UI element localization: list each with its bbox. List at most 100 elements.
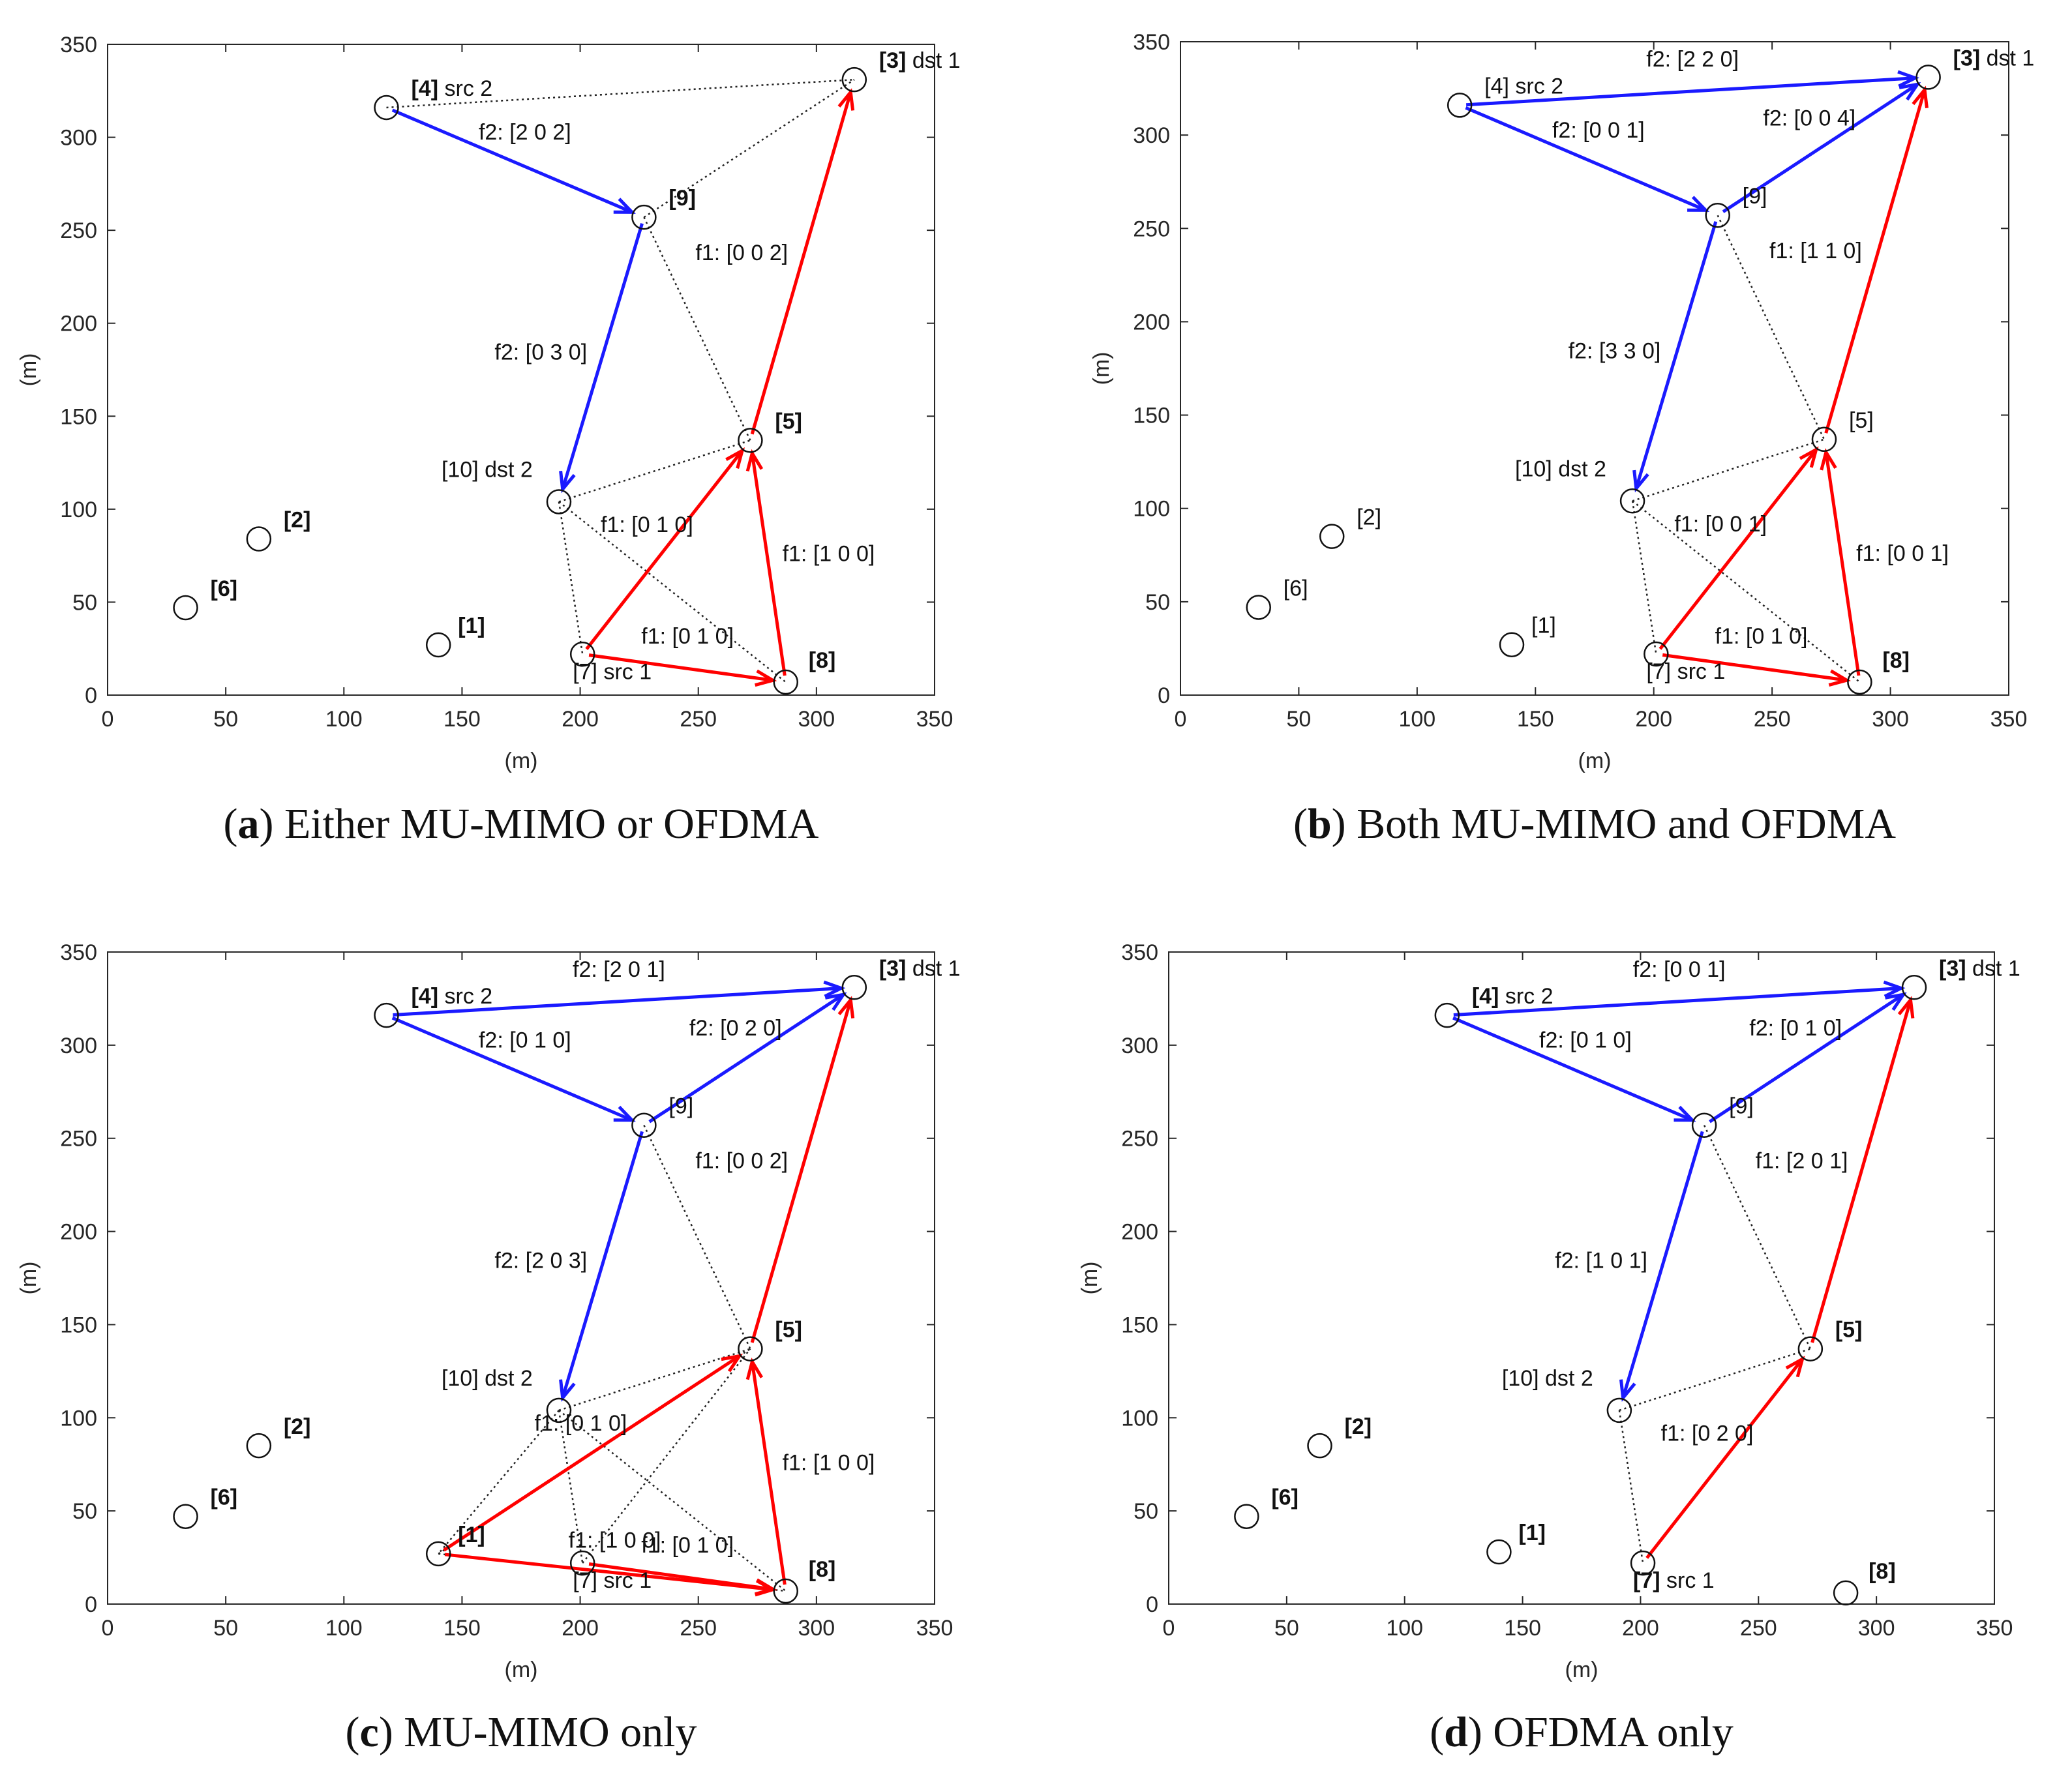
- link-dotted: [1632, 500, 1861, 683]
- edge-label: f1: [0 1 0]: [641, 624, 734, 649]
- edge-label: f2: [3 3 0]: [1569, 338, 1661, 363]
- flow-arrow-f2: [561, 223, 644, 490]
- edge-label: f2: [0 0 4]: [1763, 106, 1855, 131]
- node-marker: [631, 204, 657, 230]
- node-marker: [1630, 1550, 1656, 1576]
- node-label: [9]: [1729, 1094, 1754, 1119]
- y-tick-label: 300: [1121, 1034, 1158, 1058]
- link-dotted: [558, 439, 751, 503]
- edge-label: f2: [2 0 3]: [494, 1248, 587, 1273]
- node-marker: [1644, 641, 1669, 667]
- y-tick-label: 50: [72, 1499, 97, 1524]
- x-tick-label: 350: [1976, 1616, 2013, 1641]
- node-label: [9]: [1743, 184, 1767, 209]
- x-tick-label: 50: [1274, 1616, 1299, 1641]
- x-tick-label: 300: [798, 707, 835, 732]
- y-tick-label: 0: [1158, 683, 1170, 708]
- flow-arrow-f2-head: [824, 992, 847, 1011]
- flow-arrow-f2-head: [1687, 196, 1710, 212]
- edge-label: f2: [0 1 0]: [1539, 1028, 1632, 1052]
- y-tick-label: 300: [60, 126, 97, 151]
- x-tick-label: 200: [562, 1616, 599, 1641]
- flow-arrow-f2: [1709, 993, 1904, 1124]
- flow-arrow-f1-head: [1897, 996, 1915, 1019]
- flow-arrow-f2-head: [1883, 980, 1906, 998]
- x-tick-label: 150: [443, 707, 481, 732]
- flow-arrow-f2-head: [1619, 1379, 1636, 1402]
- flow-arrow-f2: [393, 986, 842, 1017]
- y-tick-label: 150: [60, 404, 97, 429]
- plot-frame: [1168, 951, 1995, 1605]
- edge-label: f1: [0 0 1]: [1856, 541, 1949, 566]
- node-marker: [1811, 426, 1837, 453]
- x-tick-label: 350: [1990, 707, 2028, 732]
- node-label: [4] src 2: [411, 984, 492, 1009]
- x-tick-label: 50: [213, 1616, 238, 1641]
- y-tick-label: 250: [60, 218, 97, 243]
- flow-arrow-f2: [648, 993, 845, 1124]
- flow-arrow-f2-head: [559, 1379, 576, 1402]
- y-axis-label: (m): [1077, 1262, 1102, 1295]
- node-marker: [374, 1002, 399, 1028]
- node-label: [1]: [1518, 1521, 1546, 1545]
- node-marker: [631, 1112, 657, 1138]
- flow-arrow-f2-head: [1885, 992, 1907, 1011]
- flow-arrow-f2-head: [613, 1105, 636, 1122]
- flow-arrow-f1-head: [1785, 1356, 1805, 1378]
- edge-label: f1: [1 1 0]: [1769, 239, 1862, 263]
- link-dotted: [1631, 501, 1657, 655]
- flow-arrow-f1-head: [1799, 446, 1819, 468]
- edge-label: f2: [2 2 0]: [1646, 47, 1739, 72]
- x-tick-label: 300: [1872, 707, 1909, 732]
- node-marker: [773, 669, 799, 695]
- flow-arrow-f2: [1465, 106, 1707, 212]
- y-tick-label: 50: [1134, 1499, 1158, 1524]
- flow-arrow-f2: [1621, 1131, 1704, 1399]
- node-marker: [246, 526, 272, 552]
- node-label: [6]: [211, 576, 238, 601]
- x-tick-label: 150: [1517, 707, 1554, 732]
- flow-arrow-f1: [588, 1562, 773, 1591]
- y-tick-label: 350: [1121, 940, 1158, 965]
- edge-label: f1: [0 1 0]: [535, 1411, 627, 1436]
- node-label: [3] dst 1: [879, 48, 961, 73]
- flow-arrow-f1-head: [745, 1358, 764, 1380]
- node-marker: [1319, 524, 1345, 549]
- flow-arrow-f2: [1453, 986, 1902, 1017]
- node-label: [3] dst 1: [1939, 956, 2020, 981]
- y-tick-label: 300: [1133, 123, 1170, 148]
- flow-arrow-f2-head: [1632, 469, 1649, 493]
- x-tick-label: 50: [1287, 707, 1312, 732]
- panel-a: 0 50 100 150 200 250 300 350 0 50 100 150 200 250 300 3…: [16, 33, 961, 848]
- flow-arrow-f1: [1810, 999, 1912, 1343]
- node-marker: [569, 642, 595, 667]
- edge-label: f2: [2 0 2]: [479, 120, 571, 145]
- node-label: [7] src 1: [573, 659, 652, 684]
- y-axis-label: (m): [16, 1262, 41, 1295]
- x-tick-label: 200: [1622, 1616, 1659, 1641]
- link-dotted: [558, 1409, 787, 1592]
- flow-arrow-f1: [444, 1553, 773, 1592]
- edge-label: f1: [0 0 2]: [695, 241, 788, 265]
- node-label: [7] src 1: [1633, 1568, 1715, 1593]
- node-marker: [173, 595, 198, 621]
- node-marker: [546, 1397, 572, 1423]
- x-tick-label: 150: [1504, 1616, 1541, 1641]
- flow-arrow-f2: [1466, 76, 1915, 107]
- node-label: [1]: [458, 614, 485, 638]
- x-tick-label: 0: [1163, 1616, 1175, 1641]
- node-label: [4] src 2: [1484, 74, 1563, 98]
- node-label: [5]: [775, 1318, 802, 1343]
- node-label: [2]: [1344, 1414, 1372, 1439]
- flow-arrow-f1: [750, 453, 787, 676]
- flow-arrow-f1-head: [721, 1354, 743, 1373]
- link-dotted: [558, 1348, 751, 1412]
- node-label: [2]: [1357, 505, 1381, 530]
- flow-arrow-f2: [1722, 83, 1919, 213]
- flow-arrow-f2-head: [1899, 82, 1921, 101]
- edge-label: f1: [1 0 0]: [783, 1450, 875, 1475]
- flow-arrow-f2-head: [613, 198, 636, 214]
- y-tick-label: 200: [1133, 310, 1170, 335]
- node-marker: [1619, 488, 1645, 514]
- link-dotted: [558, 501, 787, 683]
